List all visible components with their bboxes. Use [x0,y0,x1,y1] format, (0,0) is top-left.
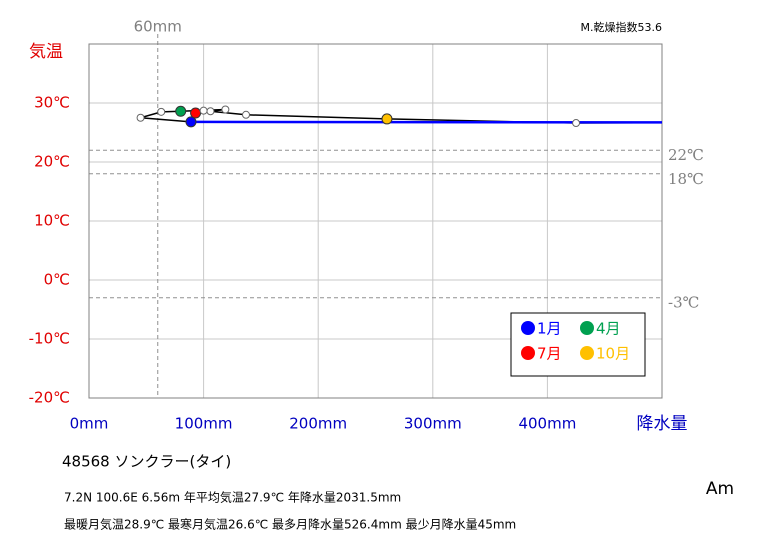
reference-label: -3℃ [668,294,699,312]
legend-marker [580,346,594,360]
info-line: 最暖月気温28.9℃ 最寒月気温26.6℃ 最多月降水量526.4mm 最少月降… [64,517,516,532]
legend-marker [580,321,594,335]
month-point [381,113,393,125]
y-tick-label: 20℃ [34,153,70,171]
y-tick-label: 10℃ [34,212,70,230]
month-point [199,106,208,115]
x-tick-label: 100mm [175,415,233,433]
month-point [221,105,230,114]
y-tick-label: -20℃ [29,389,70,407]
x-axis-label: 降水量 [637,414,688,434]
legend-label: 10月 [596,345,630,363]
month-point [242,110,251,119]
x-tick-label: 0mm [70,415,109,433]
reference-label: 22℃ [668,146,704,164]
closing-line [190,120,662,124]
index-label: M.乾燥指数53.6 [581,20,662,34]
legend-label: 7月 [537,345,562,363]
reference-label: 18℃ [668,170,704,188]
climate-class: Am [706,479,734,499]
month-point [136,113,145,122]
legend-marker [521,321,535,335]
y-axis-label: 気温 [29,42,63,62]
x-tick-label: 200mm [289,415,347,433]
legend-label: 1月 [537,320,562,338]
info-line: 7.2N 100.6E 6.56m 年平均気温27.9℃ 年降水量2031.5m… [64,490,401,505]
month-point [206,107,215,116]
month-point [157,107,166,116]
month-point [190,107,202,119]
legend-marker [521,346,535,360]
chart-title: 48568 ソンクラー(タイ) [62,453,231,471]
month-point [185,116,197,128]
y-tick-label: 30℃ [34,94,70,112]
y-tick-label: -10℃ [29,330,70,348]
plot-frame [88,43,663,399]
reference-label: 60mm [134,18,182,36]
month-point [572,119,581,128]
legend-label: 4月 [596,320,621,338]
x-tick-label: 300mm [404,415,462,433]
month-point [175,105,187,117]
x-tick-label: 400mm [518,415,576,433]
y-tick-label: 0℃ [44,271,70,289]
